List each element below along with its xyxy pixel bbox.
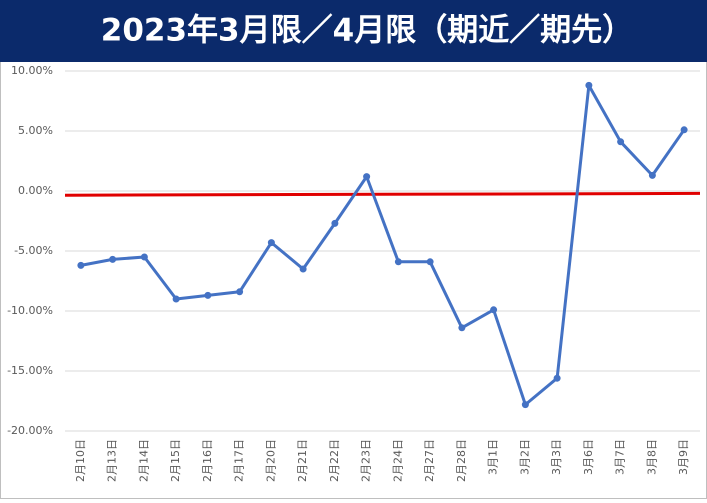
data-point [648, 171, 656, 179]
data-point [426, 258, 434, 266]
y-tick-label: -10.00% [7, 304, 53, 317]
x-tick-label: 3月1日 [487, 439, 500, 475]
data-point [458, 324, 466, 332]
data-point [490, 306, 498, 314]
y-tick-label: 5.00% [18, 124, 53, 137]
y-tick-label: 0.00% [18, 184, 53, 197]
data-point [267, 239, 275, 247]
x-tick-label: 2月28日 [455, 439, 468, 482]
data-point [585, 81, 593, 89]
data-point [331, 219, 339, 227]
data-point [140, 253, 148, 261]
data-point [172, 295, 180, 303]
x-tick-label: 2月13日 [106, 439, 119, 482]
title-banner [0, 0, 707, 62]
data-point [204, 291, 212, 299]
data-point [109, 255, 117, 263]
x-tick-label: 2月14日 [137, 439, 150, 482]
x-tick-label: 2月16日 [201, 439, 214, 482]
data-point [236, 288, 244, 296]
x-tick-label: 3月7日 [614, 439, 627, 475]
reference-line [64, 191, 701, 197]
data-point [394, 258, 402, 266]
x-tick-label: 3月2日 [518, 439, 531, 475]
x-tick-label: 2月23日 [360, 439, 373, 482]
y-tick-label: 10.00% [11, 64, 53, 77]
y-tick-label: -5.00% [14, 244, 53, 257]
x-tick-label: 3月3日 [550, 439, 563, 475]
x-tick-label: 3月9日 [677, 439, 690, 475]
x-tick-label: 3月8日 [645, 439, 658, 475]
data-point [553, 374, 561, 382]
data-line [80, 83, 686, 407]
x-tick-label: 2月17日 [233, 439, 246, 482]
data-point [77, 261, 85, 269]
x-tick-label: 2月20日 [264, 439, 277, 482]
x-tick-label: 2月15日 [169, 439, 182, 482]
y-tick-label: -15.00% [7, 364, 53, 377]
data-point [680, 126, 688, 134]
data-point [299, 265, 307, 273]
chart-title: 2023年3月限／4月限（期近／期先） [101, 13, 633, 49]
y-tick-label: -20.00% [7, 424, 53, 437]
x-tick-label: 2月22日 [328, 439, 341, 482]
x-tick-label: 2月27日 [423, 439, 436, 482]
x-tick-label: 2月24日 [391, 439, 404, 482]
x-tick-label: 2月21日 [296, 439, 309, 482]
data-point [363, 173, 371, 181]
x-tick-label: 2月10日 [74, 439, 87, 482]
data-point [617, 138, 625, 146]
data-point [521, 401, 529, 409]
x-tick-label: 3月6日 [582, 439, 595, 475]
